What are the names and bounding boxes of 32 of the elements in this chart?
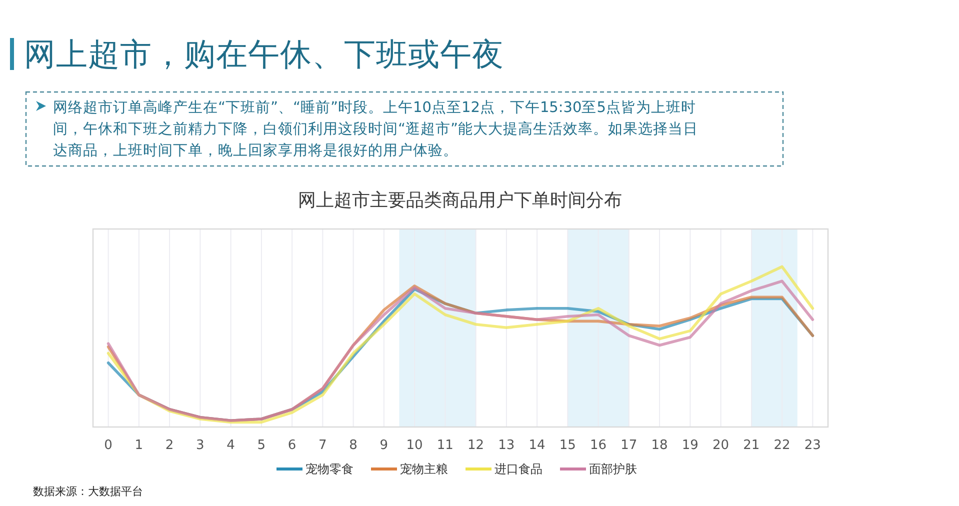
chart-title: 网上超市，购在午休、下班或午夜 xyxy=(24,37,504,73)
x-tick-label: 13 xyxy=(498,438,515,453)
x-tick-label: 7 xyxy=(318,438,327,453)
x-tick-label: 23 xyxy=(804,438,821,453)
x-tick-label: 2 xyxy=(165,438,174,453)
x-tick-label: 10 xyxy=(406,438,423,453)
x-tick-label: 18 xyxy=(651,438,668,453)
legend-label: 面部护肤 xyxy=(589,462,637,476)
x-tick-label: 21 xyxy=(743,438,760,453)
x-tick-label: 5 xyxy=(257,438,266,453)
x-tick-label: 22 xyxy=(774,438,790,453)
x-tick-label: 15 xyxy=(559,438,576,453)
source-note: 数据来源：大数据平台 xyxy=(33,485,143,498)
x-tick-label: 6 xyxy=(288,438,296,453)
legend-label: 宠物零食 xyxy=(306,462,354,476)
chart-subtitle: 网上超市主要品类商品用户下单时间分布 xyxy=(298,190,622,211)
x-tick-label: 1 xyxy=(134,438,144,453)
x-tick-label: 17 xyxy=(620,438,638,453)
x-tick-label: 8 xyxy=(349,438,358,453)
x-tick-label: 11 xyxy=(436,438,454,453)
x-tick-label: 16 xyxy=(590,438,607,453)
x-tick-label: 12 xyxy=(468,438,484,453)
x-tick-label: 3 xyxy=(196,438,204,453)
x-tick-label: 20 xyxy=(712,438,730,453)
x-tick-label: 19 xyxy=(682,438,698,453)
x-tick-label: 9 xyxy=(380,438,388,453)
x-tick-label: 4 xyxy=(226,438,235,453)
legend-label: 宠物主粮 xyxy=(400,462,448,476)
x-tick-label: 14 xyxy=(528,438,546,453)
x-tick-label: 0 xyxy=(104,438,112,453)
legend-label: 进口食品 xyxy=(494,462,542,476)
text: 网络超市订单高峰产生在“下班前”、“睡前”时段。上午10点至12点，下午15:30至5点皆为上班时间，午休和下班之前精力下降，白领们利用这段时间“逛超市”能大大提高生活效率。如果选择当日达商品，上班时间下单，晚上回家享用将是很好的用户体验。 xyxy=(53,99,698,159)
